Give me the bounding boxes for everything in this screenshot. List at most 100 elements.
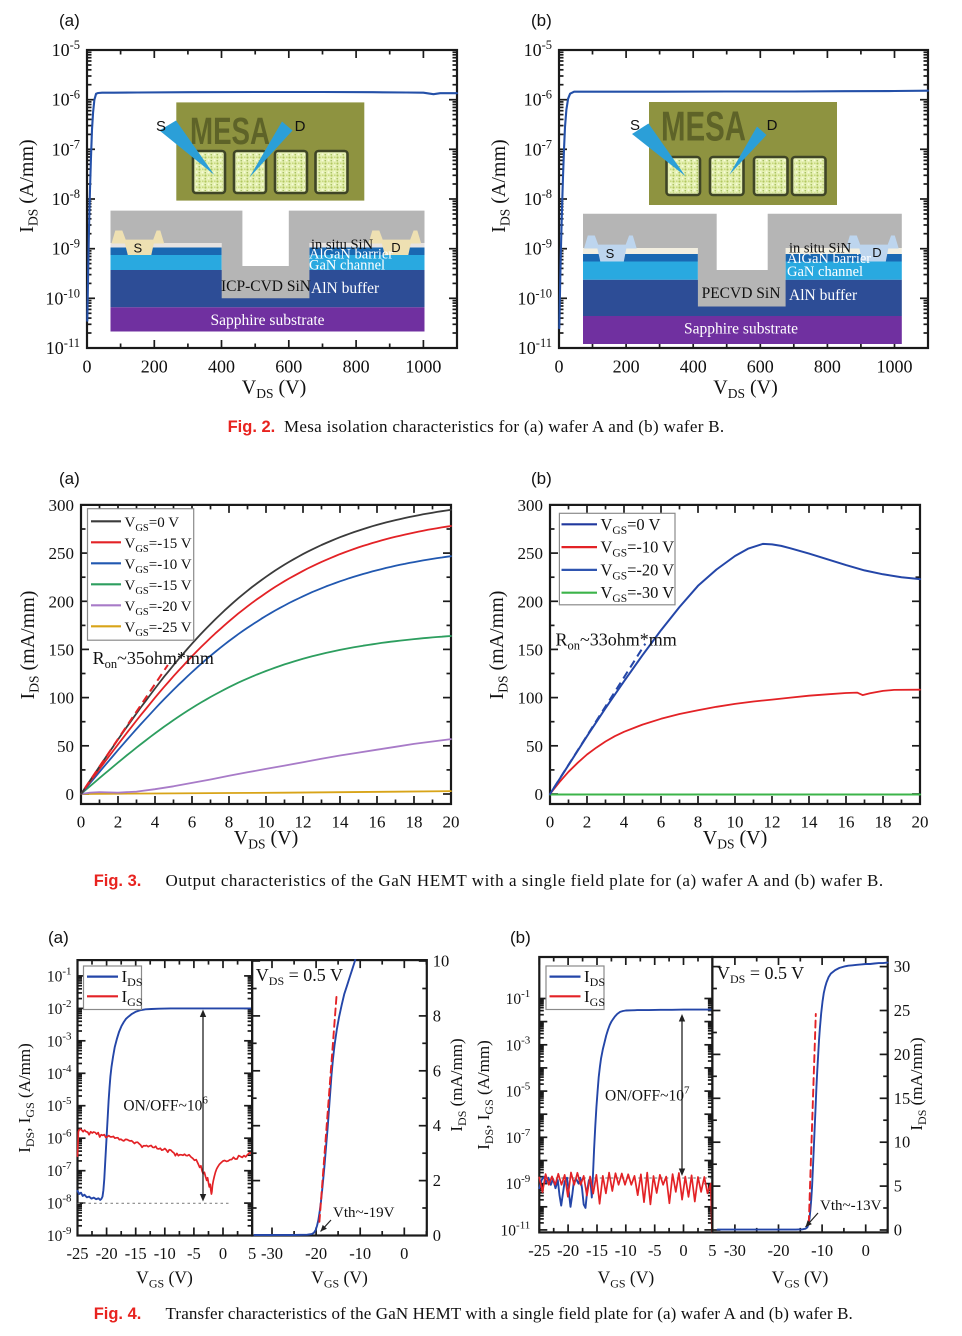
svg-text:Fig. 2.: Fig. 2. bbox=[228, 418, 276, 436]
svg-text:0: 0 bbox=[83, 357, 92, 377]
svg-text:20: 20 bbox=[894, 1045, 911, 1064]
svg-text:Vth~-13V: Vth~-13V bbox=[820, 1198, 882, 1214]
svg-text:150: 150 bbox=[518, 640, 544, 659]
svg-text:150: 150 bbox=[49, 640, 75, 659]
svg-text:4: 4 bbox=[151, 813, 160, 832]
svg-text:0: 0 bbox=[679, 1241, 687, 1260]
svg-text:0: 0 bbox=[433, 1226, 441, 1245]
svg-text:VGS​ (V): VGS​ (V) bbox=[136, 1268, 193, 1291]
svg-text:VGS​=0 V: VGS​=0 V bbox=[601, 515, 661, 537]
svg-text:8: 8 bbox=[225, 813, 234, 832]
svg-text:-15: -15 bbox=[125, 1244, 147, 1263]
svg-text:14: 14 bbox=[801, 813, 819, 832]
svg-text:IDS​ (mA/mm): IDS​ (mA/mm) bbox=[907, 1037, 929, 1130]
svg-text:100: 100 bbox=[518, 689, 544, 708]
svg-text:Fig. 3.: Fig. 3. bbox=[94, 872, 142, 890]
svg-text:IDS​ (mA/mm): IDS​ (mA/mm) bbox=[486, 591, 511, 700]
svg-text:GaN channel: GaN channel bbox=[309, 258, 385, 274]
svg-text:Ron​~35ohm*mm: Ron​~35ohm*mm bbox=[93, 648, 214, 671]
svg-text:VGS​=-30 V: VGS​=-30 V bbox=[601, 583, 675, 605]
svg-text:16: 16 bbox=[838, 813, 855, 832]
svg-text:D: D bbox=[872, 245, 881, 260]
svg-text:(a): (a) bbox=[59, 469, 80, 488]
svg-text:VGS​=-10 V: VGS​=-10 V bbox=[601, 538, 675, 560]
svg-text:200: 200 bbox=[613, 357, 640, 377]
svg-text:-15: -15 bbox=[586, 1241, 608, 1260]
svg-text:6: 6 bbox=[433, 1061, 441, 1080]
svg-text:PECVD SiN: PECVD SiN bbox=[702, 285, 781, 302]
svg-text:Transfer characteristics of th: Transfer characteristics of the GaN HEMT… bbox=[166, 1304, 853, 1323]
svg-text:AlN buffer: AlN buffer bbox=[789, 287, 858, 304]
svg-text:300: 300 bbox=[49, 496, 75, 515]
svg-text:VDS​ (V): VDS​ (V) bbox=[703, 827, 767, 852]
svg-text:10: 10 bbox=[894, 1133, 911, 1152]
svg-text:-10: -10 bbox=[811, 1241, 833, 1260]
svg-text:IDS​, IGS​ (A/mm): IDS​, IGS​ (A/mm) bbox=[474, 1040, 496, 1150]
svg-text:(a): (a) bbox=[48, 928, 69, 947]
svg-text:VGS​ (V): VGS​ (V) bbox=[598, 1268, 655, 1291]
svg-text:-25: -25 bbox=[67, 1244, 89, 1263]
svg-text:18: 18 bbox=[875, 813, 892, 832]
svg-text:20: 20 bbox=[443, 813, 460, 832]
svg-text:250: 250 bbox=[49, 544, 75, 563]
svg-text:800: 800 bbox=[343, 357, 370, 377]
svg-text:1000: 1000 bbox=[405, 357, 441, 377]
svg-text:2: 2 bbox=[583, 813, 592, 832]
svg-text:Mesa isolation characteristics: Mesa isolation characteristics for (a) w… bbox=[284, 417, 724, 436]
svg-text:-10: -10 bbox=[349, 1244, 371, 1263]
svg-text:AlGaN barrier: AlGaN barrier bbox=[787, 251, 871, 267]
svg-text:S: S bbox=[133, 241, 142, 256]
svg-text:0: 0 bbox=[546, 813, 555, 832]
svg-text:200: 200 bbox=[518, 592, 544, 611]
svg-text:6: 6 bbox=[188, 813, 197, 832]
svg-text:600: 600 bbox=[275, 357, 302, 377]
svg-text:VGS​ (V): VGS​ (V) bbox=[311, 1268, 368, 1291]
svg-text:S: S bbox=[630, 117, 640, 134]
svg-text:(b): (b) bbox=[531, 11, 552, 30]
svg-text:5: 5 bbox=[894, 1177, 902, 1196]
svg-text:-25: -25 bbox=[528, 1241, 550, 1260]
svg-text:0: 0 bbox=[535, 785, 544, 804]
svg-text:1000: 1000 bbox=[877, 357, 913, 377]
svg-text:Sapphire substrate: Sapphire substrate bbox=[210, 312, 324, 329]
svg-text:Sapphire substrate: Sapphire substrate bbox=[684, 321, 798, 338]
svg-text:4: 4 bbox=[433, 1116, 441, 1135]
svg-text:-20: -20 bbox=[768, 1241, 790, 1260]
svg-text:Output characteristics of the: Output characteristics of the GaN HEMT w… bbox=[166, 871, 884, 890]
svg-text:ON/OFF~107​: ON/OFF~107​ bbox=[605, 1084, 690, 1104]
svg-text:800: 800 bbox=[814, 357, 841, 377]
svg-text:400: 400 bbox=[680, 357, 707, 377]
svg-text:IDS​ (mA/mm): IDS​ (mA/mm) bbox=[447, 1038, 469, 1131]
svg-text:D: D bbox=[295, 118, 306, 135]
svg-text:Vth~-19V: Vth~-19V bbox=[333, 1205, 395, 1221]
svg-text:-20: -20 bbox=[96, 1244, 118, 1263]
svg-text:250: 250 bbox=[518, 544, 544, 563]
svg-text:ICP-CVD SiN: ICP-CVD SiN bbox=[221, 278, 311, 295]
svg-text:S: S bbox=[606, 246, 615, 261]
svg-text:50: 50 bbox=[526, 737, 543, 756]
svg-text:-5: -5 bbox=[187, 1244, 201, 1263]
svg-text:2: 2 bbox=[114, 813, 123, 832]
svg-text:VGS​ (V): VGS​ (V) bbox=[772, 1268, 829, 1291]
svg-text:Ron​~33ohm*mm: Ron​~33ohm*mm bbox=[556, 630, 677, 653]
svg-text:8: 8 bbox=[694, 813, 703, 832]
svg-text:ON/OFF~106​: ON/OFF~106​ bbox=[123, 1095, 208, 1115]
svg-text:6: 6 bbox=[657, 813, 666, 832]
svg-text:20: 20 bbox=[912, 813, 929, 832]
svg-text:GaN channel: GaN channel bbox=[787, 264, 863, 280]
svg-text:0: 0 bbox=[894, 1221, 902, 1240]
svg-text:15: 15 bbox=[894, 1089, 911, 1108]
svg-text:4: 4 bbox=[620, 813, 629, 832]
svg-text:S: S bbox=[156, 118, 166, 135]
svg-text:-20: -20 bbox=[557, 1241, 579, 1260]
svg-text:-5: -5 bbox=[648, 1241, 662, 1260]
svg-text:600: 600 bbox=[747, 357, 774, 377]
svg-text:8: 8 bbox=[433, 1006, 441, 1025]
svg-text:-10: -10 bbox=[154, 1244, 176, 1263]
svg-text:200: 200 bbox=[49, 592, 75, 611]
svg-text:200: 200 bbox=[141, 357, 168, 377]
svg-text:12: 12 bbox=[295, 813, 312, 832]
svg-text:(b): (b) bbox=[510, 928, 531, 947]
svg-text:MESA: MESA bbox=[661, 103, 746, 150]
svg-text:30: 30 bbox=[894, 957, 911, 976]
